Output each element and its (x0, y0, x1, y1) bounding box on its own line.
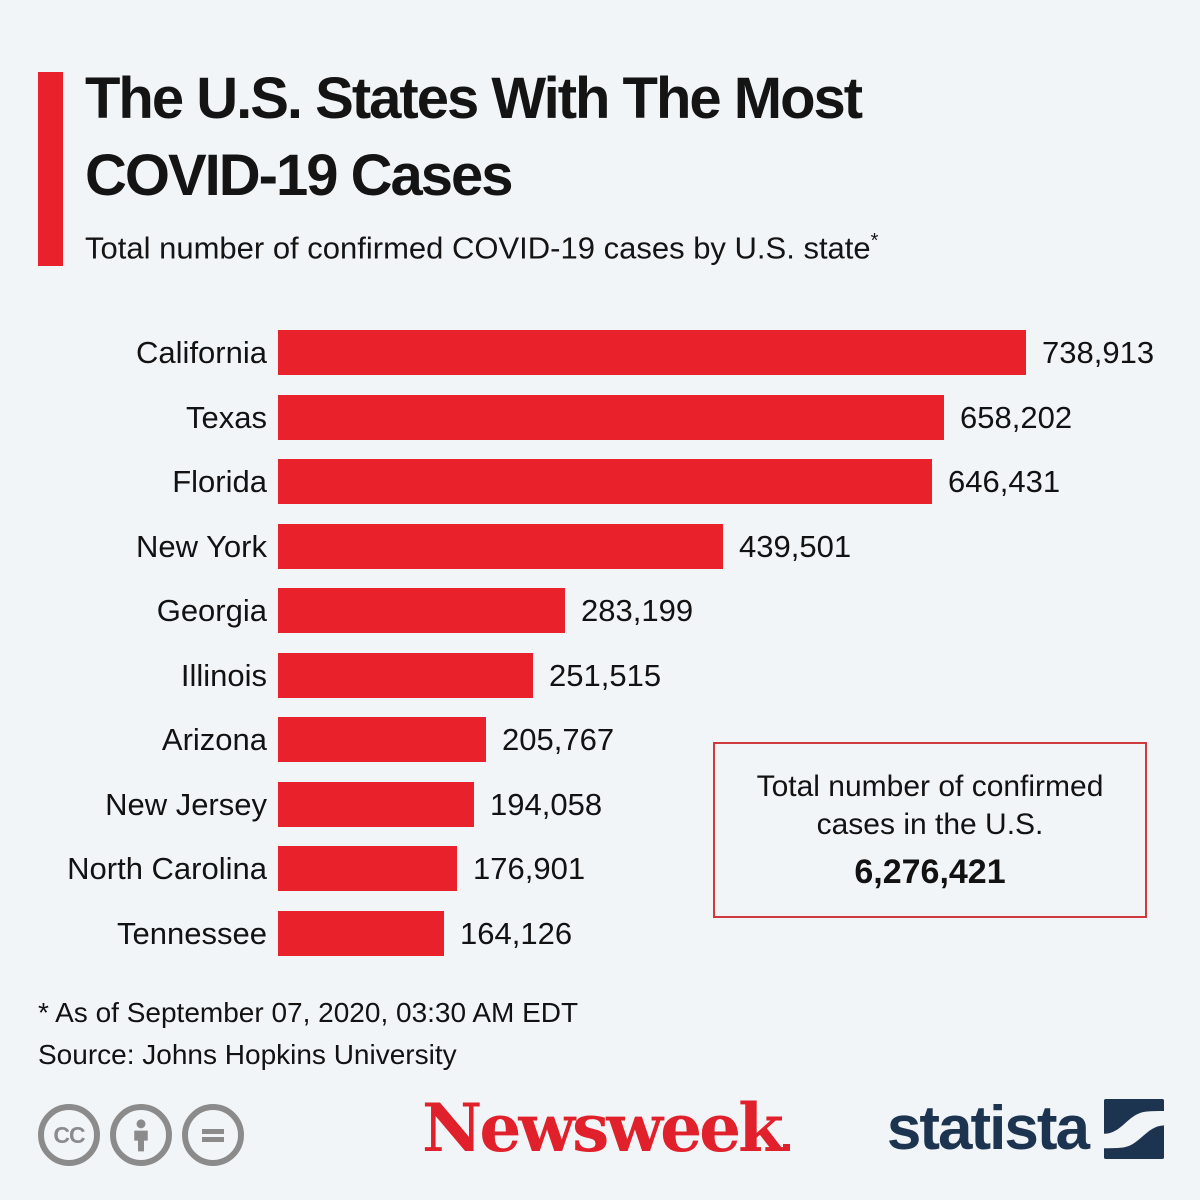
bar-category-label: Tennessee (117, 915, 267, 951)
bar-category-label: Illinois (180, 657, 267, 693)
statista-logo: statista (887, 1096, 1164, 1162)
bar-row: New York 439,501 (0, 523, 1200, 569)
total-cases-caption-line1: Total number of confirmed (756, 770, 1104, 803)
bar (278, 781, 474, 827)
bar-row: New Jersey 194,058 (0, 781, 1200, 827)
bar-row: Georgia 283,199 (0, 588, 1200, 633)
cc-license-icons: CC (38, 1104, 244, 1166)
title-line-1: The U.S. States With The Most (85, 66, 863, 131)
bar (278, 459, 932, 504)
subtitle: Total number of confirmed COVID-19 cases… (85, 230, 878, 266)
bar-value-label: 646,431 (948, 464, 1061, 499)
bar-value-label: 205,767 (502, 722, 615, 757)
bar (278, 523, 723, 569)
bar (278, 330, 1026, 375)
bar-row: Florida 646,431 (0, 459, 1200, 504)
footnote-marker: * (870, 230, 879, 252)
statista-logo-text: statista (886, 1094, 1090, 1163)
bar-value-label: 658,202 (960, 399, 1073, 435)
bar (278, 846, 457, 891)
title-accent-bar (38, 72, 63, 266)
newsweek-logo-text: Newsweek (422, 1089, 784, 1167)
total-cases-value: 6,276,421 (854, 853, 1006, 891)
equal-sign-icon (182, 1104, 244, 1166)
bar-value-label: 283,199 (581, 593, 694, 628)
bar-category-label: Arizona (161, 722, 267, 757)
bar-category-label: Texas (186, 399, 267, 435)
bar-row: Illinois 251,515 (0, 652, 1200, 698)
bar-value-label: 194,058 (490, 786, 603, 822)
bar (278, 910, 444, 956)
subtitle-text: Total number of confirmed COVID-19 cases… (85, 230, 871, 266)
bar-row: California 738,913 (0, 330, 1200, 375)
bar-category-label: New York (136, 528, 267, 564)
bar-value-label: 738,913 (1042, 335, 1155, 370)
bar-category-label: Georgia (156, 593, 267, 628)
bar-category-label: North Carolina (67, 851, 267, 886)
bar-value-label: 176,901 (473, 851, 586, 886)
source-line: Source: Johns Hopkins University (38, 1039, 457, 1070)
cc-icon-label: CC (53, 1121, 85, 1148)
bar-row: Arizona 205,767 (0, 717, 1200, 762)
statista-logo-mark (1104, 1099, 1164, 1159)
bar (278, 588, 565, 633)
page-title: The U.S. States With The Most COVID-19 C… (85, 60, 863, 214)
total-cases-box: Total number of confirmed cases in the U… (713, 742, 1147, 918)
bar (278, 394, 944, 440)
bar-value-label: 164,126 (460, 915, 573, 951)
bar-category-label: New Jersey (105, 786, 267, 822)
footnote: * As of September 07, 2020, 03:30 AM EDT (38, 997, 579, 1028)
attribution-person-icon (110, 1104, 172, 1166)
bar-category-label: California (136, 335, 267, 370)
creative-commons-icon: CC (38, 1104, 100, 1166)
equals-icon (202, 1129, 224, 1142)
bar (278, 717, 486, 762)
person-icon (134, 1119, 148, 1152)
bar-value-label: 439,501 (739, 528, 852, 564)
total-cases-caption-line2: cases in the U.S. (816, 808, 1044, 841)
bar-category-label: Florida (172, 464, 267, 499)
bar-row: North Carolina 176,901 (0, 846, 1200, 891)
bar-row: Tennessee 164,126 (0, 910, 1200, 956)
bar-value-label: 251,515 (549, 657, 662, 693)
title-line-2: COVID-19 Cases (85, 143, 514, 208)
newsweek-trademark-dot (782, 1144, 790, 1151)
bar (278, 652, 533, 698)
bar-row: Texas 658,202 (0, 394, 1200, 440)
newsweek-logo: Newsweek (422, 1092, 790, 1164)
